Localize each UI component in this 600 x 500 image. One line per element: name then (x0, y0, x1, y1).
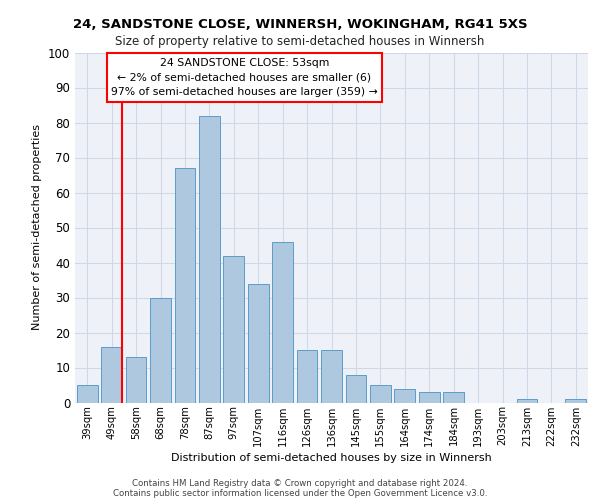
Bar (394, 388, 415, 402)
Bar (248, 284, 269, 403)
Y-axis label: Number of semi-detached properties: Number of semi-detached properties (32, 124, 43, 330)
Bar (272, 242, 293, 402)
Bar (125, 357, 146, 403)
Bar (77, 385, 98, 402)
Text: Contains public sector information licensed under the Open Government Licence v3: Contains public sector information licen… (113, 488, 487, 498)
Bar (101, 346, 122, 403)
Bar (565, 399, 586, 402)
Bar (296, 350, 317, 403)
Bar (346, 374, 367, 402)
X-axis label: Distribution of semi-detached houses by size in Winnersh: Distribution of semi-detached houses by … (171, 452, 492, 462)
Bar (517, 399, 538, 402)
Bar (175, 168, 196, 402)
Bar (150, 298, 171, 403)
Text: Size of property relative to semi-detached houses in Winnersh: Size of property relative to semi-detach… (115, 35, 485, 48)
Text: 24 SANDSTONE CLOSE: 53sqm
← 2% of semi-detached houses are smaller (6)
97% of se: 24 SANDSTONE CLOSE: 53sqm ← 2% of semi-d… (111, 58, 377, 98)
Text: 24, SANDSTONE CLOSE, WINNERSH, WOKINGHAM, RG41 5XS: 24, SANDSTONE CLOSE, WINNERSH, WOKINGHAM… (73, 18, 527, 30)
Bar (443, 392, 464, 402)
Bar (223, 256, 244, 402)
Text: Contains HM Land Registry data © Crown copyright and database right 2024.: Contains HM Land Registry data © Crown c… (132, 478, 468, 488)
Bar (199, 116, 220, 403)
Bar (419, 392, 440, 402)
Bar (321, 350, 342, 403)
Bar (370, 385, 391, 402)
